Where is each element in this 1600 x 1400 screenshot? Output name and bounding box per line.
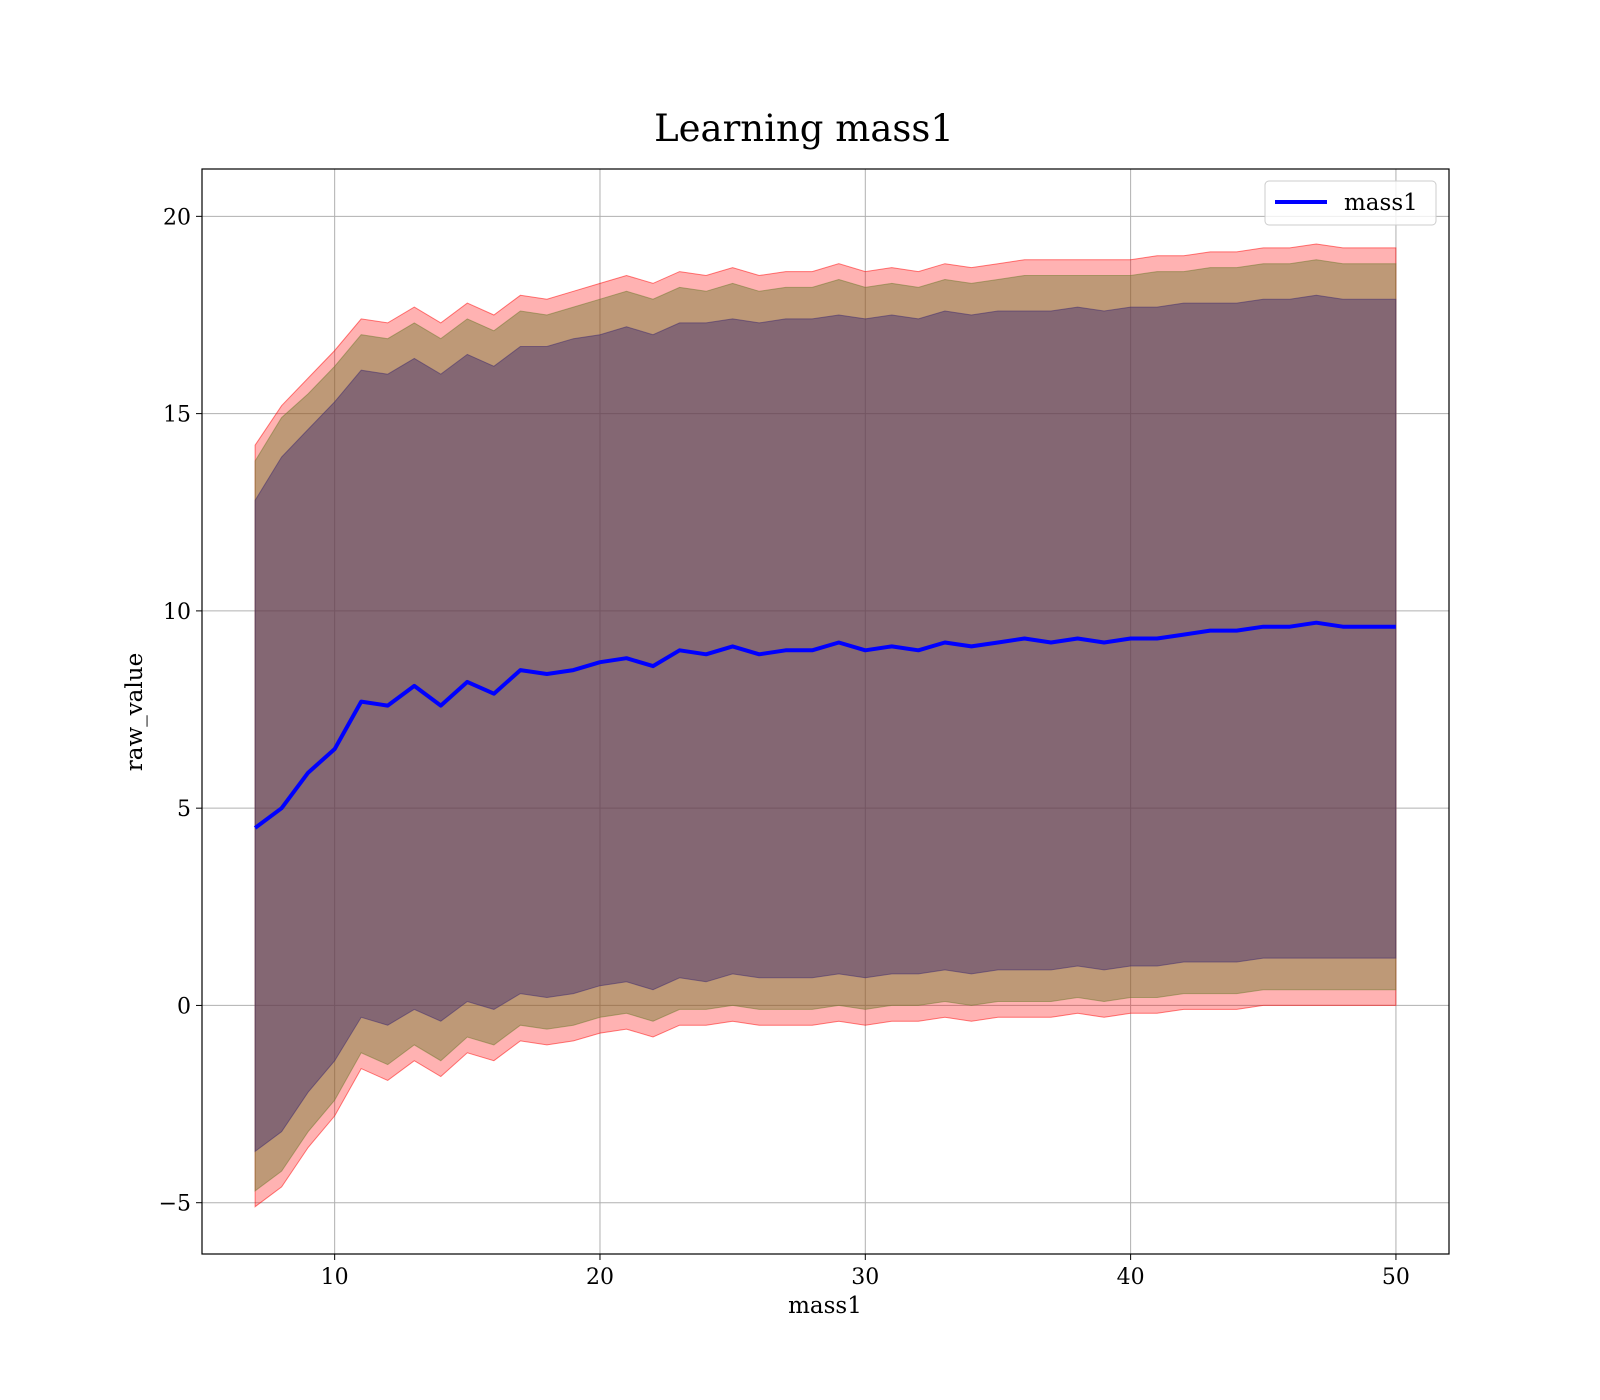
chart-title: Learning mass1 (654, 107, 954, 150)
plot-frame (201, 168, 1450, 1255)
legend: mass1 (1264, 180, 1437, 226)
y-tick-label: 0 (177, 994, 191, 1019)
y-tick-label: −5 (159, 1192, 191, 1217)
axis-ticks: 10 20 30 40 50 −5 0 5 10 15 20 (159, 205, 1410, 1290)
x-axis-label: mass1 (788, 1293, 862, 1319)
legend-label-mass1: mass1 (1344, 190, 1418, 216)
x-tick-label: 20 (586, 1265, 614, 1290)
series-lines (253, 620, 1396, 830)
series-line-mass1 (253, 620, 1396, 830)
confidence-band-3 (254, 294, 1397, 1153)
x-tick-label: 50 (1382, 1265, 1410, 1290)
y-tick-label: 20 (163, 205, 191, 230)
y-axis-label: raw_value (122, 653, 148, 771)
confidence-band-2 (254, 259, 1397, 1192)
confidence-band-1 (254, 243, 1397, 1208)
y-tick-label: 10 (163, 600, 191, 625)
confidence-bands (254, 243, 1397, 1208)
y-tick-label: 5 (177, 797, 191, 822)
x-tick-label: 30 (851, 1265, 879, 1290)
x-tick-label: 10 (321, 1265, 349, 1290)
legend-box (1264, 180, 1437, 226)
x-tick-label: 40 (1117, 1265, 1145, 1290)
y-tick-label: 15 (163, 403, 191, 428)
